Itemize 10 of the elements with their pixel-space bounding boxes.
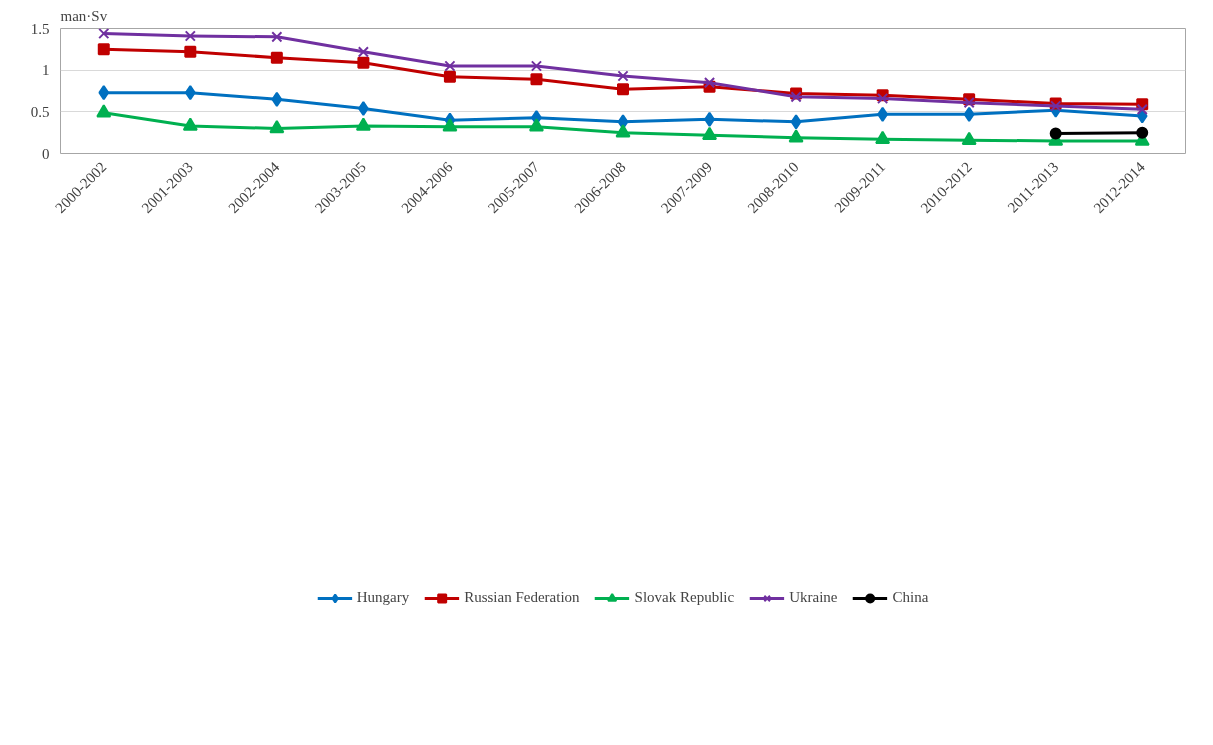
y-tick-label: 0 (42, 145, 50, 162)
y-axis-title: man·Sv (60, 7, 108, 24)
legend-label: Hungary (356, 589, 410, 606)
legend-label: Slovak Republic (634, 589, 735, 606)
y-tick-label: 1.5 (30, 20, 50, 37)
legend-label: China (892, 589, 929, 606)
legend-label: Ukraine (789, 589, 838, 606)
legend-label: Russian Federation (464, 589, 580, 606)
y-tick-label: 0.5 (30, 103, 50, 120)
y-tick-label: 1 (42, 62, 50, 79)
